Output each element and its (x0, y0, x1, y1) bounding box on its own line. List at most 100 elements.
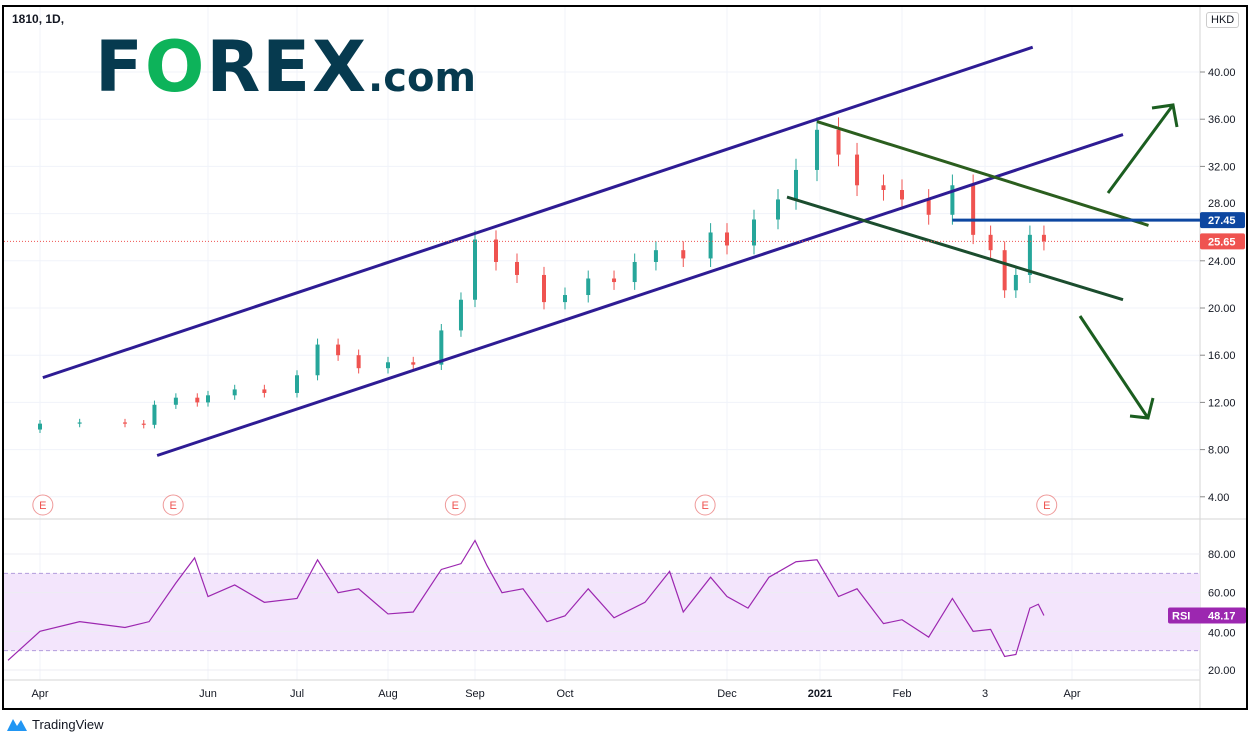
time-tick-label: 2021 (808, 688, 832, 700)
price-tick-label: 20.00 (1208, 303, 1236, 315)
rsi-tick-label: 80.00 (1208, 549, 1236, 561)
price-tick-label: 12.00 (1208, 397, 1236, 409)
rsi-line (7, 539, 1045, 661)
candle-body (988, 234, 993, 251)
candle-body (38, 423, 42, 430)
candle-body (632, 261, 637, 283)
candle-body (881, 185, 886, 190)
time-tick-label: Apr (1063, 688, 1080, 700)
time-tick-label: Sep (465, 688, 485, 700)
candle-body (411, 362, 416, 365)
candle-body (206, 395, 210, 403)
candle-body (1002, 250, 1007, 291)
chart-frame (2, 5, 1248, 710)
earnings-marker-label: E (701, 500, 708, 512)
earnings-marker-label: E (39, 500, 46, 512)
candle-body (141, 423, 146, 425)
candle-body (950, 185, 955, 215)
candle-body (900, 190, 904, 200)
candle-body (1013, 274, 1018, 291)
price-tick-label: 4.00 (1208, 492, 1229, 504)
candle-body (836, 129, 841, 155)
candle-body (356, 355, 361, 369)
price-tick-label: 40.00 (1208, 67, 1236, 79)
price-tick-label: 28.00 (1208, 198, 1236, 210)
time-tick-label: Apr (31, 688, 48, 700)
candle-body (612, 278, 617, 283)
symbol-title: 1810, 1D, (12, 12, 65, 26)
arrow-annotation (1106, 103, 1179, 194)
price-tick-label: 8.00 (1208, 445, 1229, 457)
time-tick-label: 3 (982, 688, 988, 700)
price-tick-label: 24.00 (1208, 256, 1236, 268)
logo-o: O (144, 26, 207, 108)
candle-body (386, 362, 390, 369)
tradingview-logo-icon (7, 719, 27, 731)
candle-body (173, 397, 178, 405)
rsi-tick-label: 60.00 (1208, 588, 1236, 600)
earnings-marker-label: E (170, 500, 177, 512)
resistance-price-label: 27.45 (1208, 215, 1236, 227)
earnings-marker (1036, 494, 1058, 516)
candle-body (494, 239, 498, 262)
candle-body (262, 389, 267, 393)
earnings-marker-label: E (452, 500, 459, 512)
time-tick-label: Oct (556, 688, 573, 700)
rsi-band (4, 573, 1200, 651)
price-tick-label: 36.00 (1208, 114, 1236, 126)
candle-body (336, 344, 341, 356)
candle-body (794, 169, 798, 200)
rsi-tick-label: 20.00 (1208, 665, 1236, 677)
rsi-label-bg (1168, 607, 1246, 624)
arrow-annotation (1078, 315, 1155, 420)
candle-body (123, 422, 127, 424)
candle-body (815, 129, 819, 170)
candle-body (195, 397, 200, 403)
logo-f: F (95, 26, 145, 108)
candle-body (473, 239, 477, 300)
resistance-price-label-bg (1200, 212, 1245, 229)
candle-body (725, 232, 729, 246)
currency-button[interactable]: HKD (1206, 12, 1240, 28)
time-tick-label: Aug (378, 688, 398, 700)
earnings-marker (694, 494, 716, 516)
earnings-marker (444, 494, 466, 516)
candle-body (295, 375, 299, 393)
candle-body (1041, 234, 1046, 242)
tradingview-label: TradingView (32, 716, 104, 732)
candle-body (971, 185, 976, 235)
trendline (816, 120, 1149, 227)
earnings-marker (32, 494, 54, 516)
candle-body (232, 389, 237, 396)
candle-body (926, 199, 931, 215)
candle-body (439, 330, 444, 365)
candle-body (315, 344, 320, 376)
trendline (42, 45, 1034, 380)
time-tick-label: Jun (199, 688, 217, 700)
earnings-marker (162, 494, 184, 516)
rsi-label: RSI (1172, 611, 1190, 623)
last-price-label: 25.65 (1208, 236, 1236, 248)
rsi-value-label: 48.17 (1208, 611, 1236, 623)
candle-body (458, 299, 463, 331)
logo-rex: REX (206, 26, 369, 108)
candle-body (653, 250, 658, 262)
candle-body (563, 295, 567, 303)
tradingview-brand[interactable]: TradingView (6, 716, 104, 732)
rsi-tick-label: 40.00 (1208, 628, 1236, 640)
candle-body (708, 232, 713, 259)
candle-body (586, 278, 591, 296)
time-tick-label: Feb (893, 688, 912, 700)
last-price-label-bg (1200, 233, 1245, 250)
trendline (156, 133, 1124, 457)
candle-body (515, 261, 519, 275)
candle-body (77, 422, 82, 424)
candle-body (681, 250, 686, 259)
trendline (786, 195, 1124, 302)
time-tick-label: Dec (717, 688, 737, 700)
logo-com: .com (368, 55, 477, 101)
candle-body (855, 154, 860, 186)
time-tick-label: Jul (290, 688, 304, 700)
price-tick-label: 16.00 (1208, 350, 1236, 362)
